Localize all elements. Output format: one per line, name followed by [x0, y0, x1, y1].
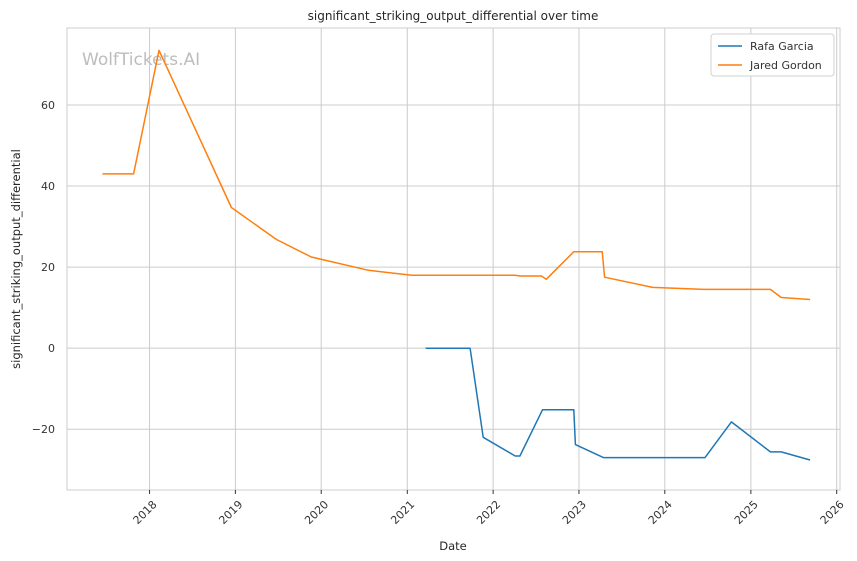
y-tick-label: 40 — [41, 180, 55, 193]
legend-label: Rafa Garcia — [750, 40, 814, 53]
series-lines — [102, 49, 811, 461]
watermark-text: WolfTickets.AI — [82, 50, 200, 70]
y-tick-label: 0 — [48, 342, 55, 355]
y-tick-label: 60 — [41, 99, 55, 112]
legend-entries: Rafa Garcia Jared Gordon — [718, 40, 822, 72]
chart-title: significant_striking_output_differential… — [308, 9, 599, 23]
y-tick-label: 20 — [41, 261, 55, 274]
plot-frame — [66, 27, 841, 491]
plot-area: WolfTickets.AI — [66, 27, 841, 491]
legend: Rafa Garcia Jared Gordon — [710, 33, 835, 77]
x-axis-label: Date — [439, 539, 467, 553]
y-tick-label: −20 — [32, 423, 55, 436]
series-line — [425, 347, 811, 461]
series-line — [102, 49, 811, 301]
y-axis-ticks: −20 0 20 40 60 — [32, 99, 55, 436]
legend-label: Jared Gordon — [749, 59, 822, 72]
y-axis-label: significant_striking_output_differential — [9, 149, 23, 369]
